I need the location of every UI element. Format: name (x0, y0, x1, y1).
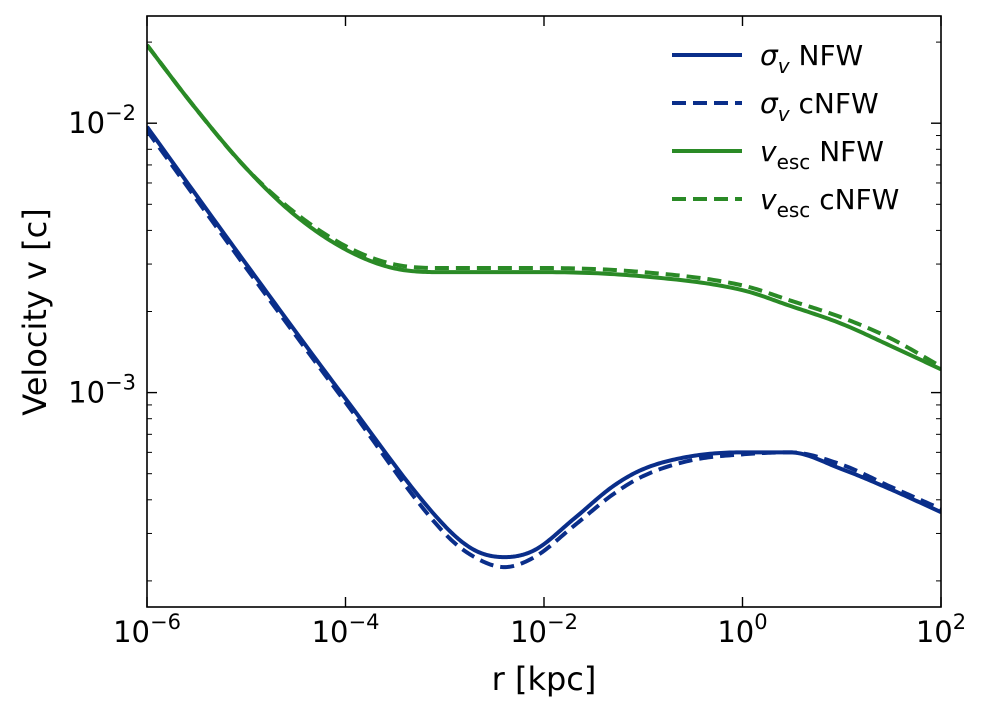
legend-label-2: σv cNFW (760, 87, 879, 126)
plot-frame (146, 15, 942, 608)
x-tick-label: 10−2 (510, 610, 578, 649)
x-tick-label: 100 (717, 610, 767, 649)
x-axis-label: r [kpc] (492, 660, 597, 698)
legend: σv NFW σv cNFW vesc NFW vesc cNFW (672, 39, 899, 222)
tick-labels-layer: 10−6 10−4 10−2 100 102 10−3 10−2 (68, 101, 966, 649)
y-axis-label: Velocity v [c] (16, 208, 54, 415)
x-tick-label: 102 (916, 610, 966, 649)
legend-label-4: vesc cNFW (760, 183, 899, 222)
y-tick-label: 10−3 (68, 371, 136, 410)
legend-label-3: vesc NFW (760, 135, 884, 174)
x-tick-label: 10−4 (312, 610, 380, 649)
x-tick-label: 10−6 (113, 610, 181, 649)
series-line-4 (147, 43, 941, 369)
y-tick-label: 10−2 (68, 101, 136, 140)
legend-label-1: σv NFW (760, 39, 863, 78)
series-layer (147, 43, 941, 570)
series-line-2 (147, 129, 941, 570)
